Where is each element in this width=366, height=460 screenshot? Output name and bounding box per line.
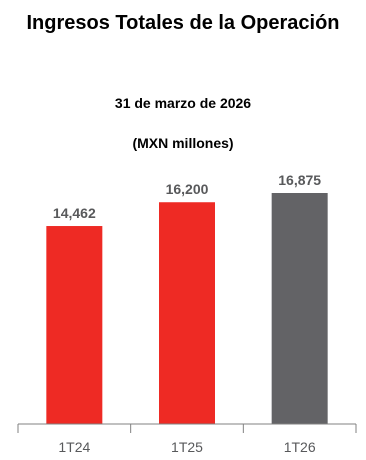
data-label-1t25: 16,200 <box>166 181 209 197</box>
bar-1t26 <box>271 193 328 424</box>
chart-title: Ingresos Totales de la Operación <box>26 12 340 34</box>
labels-group: 14,462 1T24 16,200 1T25 16,875 1T26 <box>53 172 321 455</box>
chart-subtitle-units: (MXN millones) <box>132 135 234 151</box>
data-label-1t24: 14,462 <box>53 205 96 221</box>
bar-1t24 <box>46 226 103 424</box>
bar-1t25 <box>159 202 215 424</box>
bars-group <box>46 193 328 424</box>
data-label-1t26: 16,875 <box>278 172 321 188</box>
chart-subtitle-date: 31 de marzo de 2026 <box>114 95 252 111</box>
x-tick-label-1t24: 1T24 <box>58 439 90 455</box>
x-axis-ticks <box>17 424 357 433</box>
x-tick-label-1t25: 1T25 <box>171 439 203 455</box>
x-tick-label-1t26: 1T26 <box>284 439 316 455</box>
